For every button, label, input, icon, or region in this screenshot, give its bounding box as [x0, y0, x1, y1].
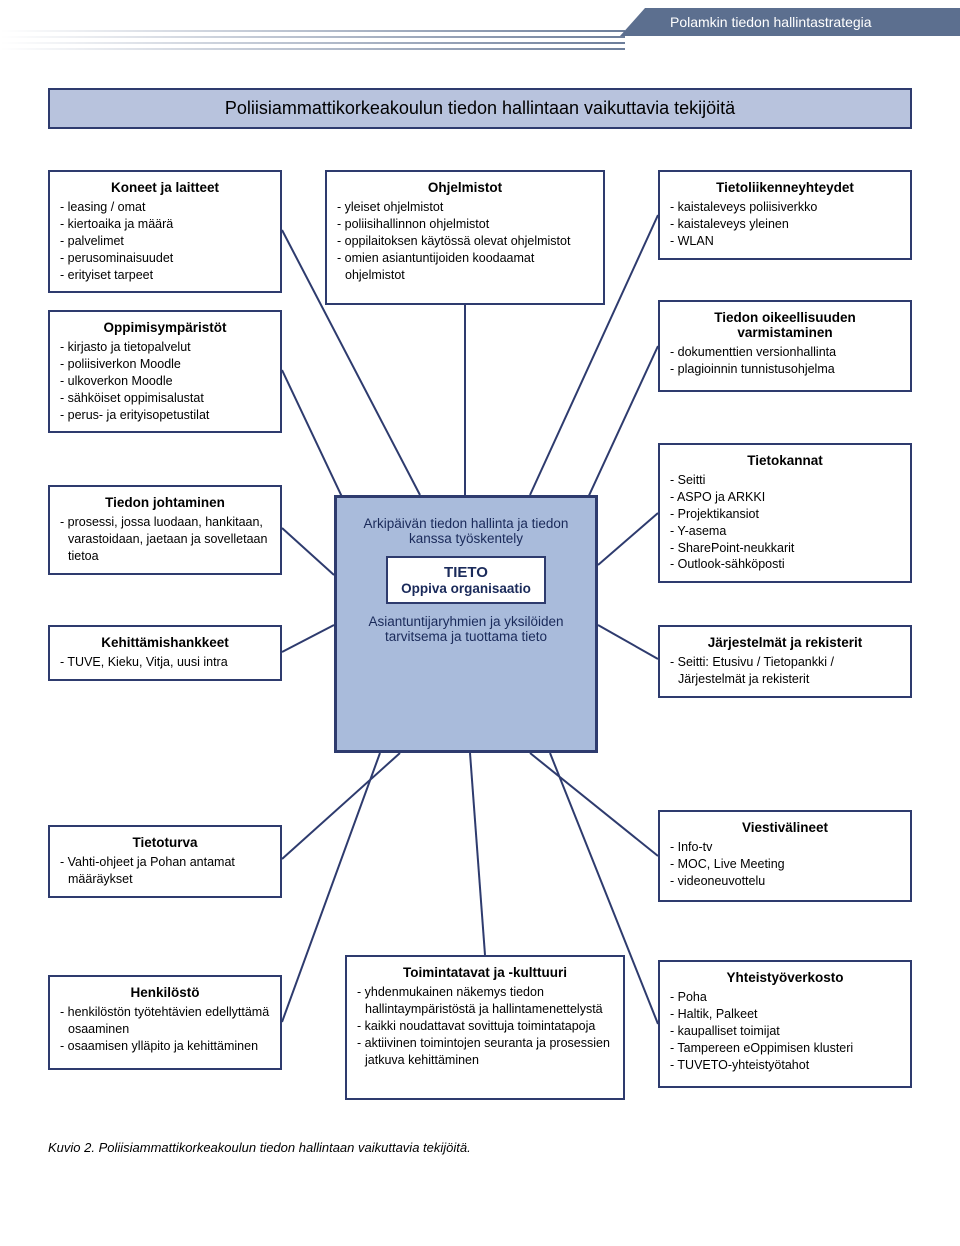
- box-toimintatavat-item-0: - yhdenmukainen näkemys tiedon hallintay…: [357, 984, 613, 1018]
- box-ohjelmistot: Ohjelmistot - yleiset ohjelmistot- poliis…: [325, 170, 605, 305]
- box-henkilosto: Henkilöstö - henkilöstön työtehtävien ede…: [48, 975, 282, 1070]
- page-header: Polamkin tiedon hallintastrategia: [620, 8, 960, 36]
- box-tietokannat-item-0: - Seitti: [670, 472, 900, 489]
- figure-caption: Kuvio 2. Poliisiammattikorkeakoulun tied…: [48, 1140, 471, 1155]
- box-tietokannat-title: Tietokannat: [670, 453, 900, 468]
- box-oppimis-title: Oppimisympäristöt: [60, 320, 270, 335]
- central-bottom-text: Asiantuntijaryhmien ja yksilöiden tarvit…: [351, 614, 581, 644]
- box-koneet-item-0: - leasing / omat: [60, 199, 270, 216]
- box-kehittamis-list: - TUVE, Kieku, Vitja, uusi intra: [60, 654, 270, 671]
- box-viestivalineet-item-2: - videoneuvottelu: [670, 873, 900, 890]
- box-oppimis-item-3: - sähköiset oppimisalustat: [60, 390, 270, 407]
- box-johtaminen-item-0: - prosessi, jossa luodaan, hankitaan, va…: [60, 514, 270, 565]
- box-ohjelmistot-item-2: - oppilaitoksen käytössä olevat ohjelmis…: [337, 233, 593, 250]
- box-viestivalineet-list: - Info-tv- MOC, Live Meeting- videoneuvo…: [670, 839, 900, 890]
- box-oppimis-item-1: - poliisiverkon Moodle: [60, 356, 270, 373]
- central-tieto-box: Arkipäivän tiedon hallinta ja tiedon kan…: [334, 495, 598, 753]
- box-koneet: Koneet ja laitteet - leasing / omat- kier…: [48, 170, 282, 293]
- box-ohjelmistot-item-0: - yleiset ohjelmistot: [337, 199, 593, 216]
- box-tietoliikenne-item-0: - kaistaleveys poliisiverkko: [670, 199, 900, 216]
- box-oikeellisuus-list: - dokumenttien versionhallinta- plagioin…: [670, 344, 900, 378]
- box-tietoturva-list: - Vahti-ohjeet ja Pohan antamat määräyks…: [60, 854, 270, 888]
- box-toimintatavat-item-2: - aktiivinen toimintojen seuranta ja pro…: [357, 1035, 613, 1069]
- box-yhteistyo-item-1: - Haltik, Palkeet: [670, 1006, 900, 1023]
- box-tietokannat-item-3: - Y-asema: [670, 523, 900, 540]
- box-oppimis-item-0: - kirjasto ja tietopalvelut: [60, 339, 270, 356]
- box-henkilosto-item-0: - henkilöstön työtehtävien edellyttämä o…: [60, 1004, 270, 1038]
- box-viestivalineet-item-0: - Info-tv: [670, 839, 900, 856]
- box-yhteistyo: Yhteistyöverkosto - Poha- Haltik, Palkeet…: [658, 960, 912, 1088]
- box-yhteistyo-item-3: - Tampereen eOppimisen klusteri: [670, 1040, 900, 1057]
- box-oikeellisuus-item-0: - dokumenttien versionhallinta: [670, 344, 900, 361]
- box-koneet-item-2: - palvelimet: [60, 233, 270, 250]
- box-ohjelmistot-list: - yleiset ohjelmistot- poliisihallinnon …: [337, 199, 593, 283]
- box-viestivalineet: Viestivälineet - Info-tv- MOC, Live Meeti…: [658, 810, 912, 902]
- box-oppimis-item-4: - perus- ja erityisopetustilat: [60, 407, 270, 424]
- box-johtaminen-title: Tiedon johtaminen: [60, 495, 270, 510]
- box-yhteistyo-item-0: - Poha: [670, 989, 900, 1006]
- box-yhteistyo-title: Yhteistyöverkosto: [670, 970, 900, 985]
- box-tietokannat-item-4: - SharePoint-neukkarit: [670, 540, 900, 557]
- box-tietoliikenne-title: Tietoliikenneyhteydet: [670, 180, 900, 195]
- box-toimintatavat-item-1: - kaikki noudattavat sovittuja toimintat…: [357, 1018, 613, 1035]
- header-stripes: [0, 30, 625, 54]
- box-henkilosto-item-1: - osaamisen ylläpito ja kehittäminen: [60, 1038, 270, 1055]
- box-jarjestelmat-item-0: - Seitti: Etusivu / Tietopankki / Järjes…: [670, 654, 900, 688]
- box-ohjelmistot-item-3: - omien asiantuntijoiden koodaamat ohjel…: [337, 250, 593, 284]
- central-inner-box: TIETOOppiva organisaatio: [386, 556, 546, 604]
- box-tietoliikenne-list: - kaistaleveys poliisiverkko- kaistaleve…: [670, 199, 900, 250]
- box-tietokannat-item-5: - Outlook-sähköposti: [670, 556, 900, 573]
- box-ohjelmistot-item-1: - poliisihallinnon ohjelmistot: [337, 216, 593, 233]
- box-oppimis-list: - kirjasto ja tietopalvelut- poliisiverk…: [60, 339, 270, 423]
- box-koneet-item-3: - perusominaisuudet: [60, 250, 270, 267]
- central-top-text: Arkipäivän tiedon hallinta ja tiedon kan…: [351, 516, 581, 546]
- box-viestivalineet-title: Viestivälineet: [670, 820, 900, 835]
- box-tietoliikenne-item-1: - kaistaleveys yleinen: [670, 216, 900, 233]
- box-koneet-item-1: - kiertoaika ja määrä: [60, 216, 270, 233]
- box-tietokannat-item-1: - ASPO ja ARKKI: [670, 489, 900, 506]
- central-inner-title: TIETO: [444, 564, 488, 581]
- box-henkilosto-list: - henkilöstön työtehtävien edellyttämä o…: [60, 1004, 270, 1055]
- box-koneet-item-4: - erityiset tarpeet: [60, 267, 270, 284]
- box-koneet-list: - leasing / omat- kiertoaika ja määrä- p…: [60, 199, 270, 283]
- central-inner-sub: Oppiva organisaatio: [401, 581, 531, 596]
- box-toimintatavat: Toimintatavat ja -kulttuuri - yhdenmukain…: [345, 955, 625, 1100]
- box-koneet-title: Koneet ja laitteet: [60, 180, 270, 195]
- box-kehittamis-title: Kehittämishankkeet: [60, 635, 270, 650]
- box-tietoturva: Tietoturva - Vahti-ohjeet ja Pohan antama…: [48, 825, 282, 898]
- section-title-container: Poliisiammattikorkeakoulun tiedon hallin…: [48, 88, 912, 129]
- box-ohjelmistot-title: Ohjelmistot: [337, 180, 593, 195]
- box-jarjestelmat: Järjestelmät ja rekisterit - Seitti: Etus…: [658, 625, 912, 698]
- box-jarjestelmat-list: - Seitti: Etusivu / Tietopankki / Järjes…: [670, 654, 900, 688]
- box-tietoturva-item-0: - Vahti-ohjeet ja Pohan antamat määräyks…: [60, 854, 270, 888]
- box-henkilosto-title: Henkilöstö: [60, 985, 270, 1000]
- box-jarjestelmat-title: Järjestelmät ja rekisterit: [670, 635, 900, 650]
- box-oikeellisuus-title: Tiedon oikeellisuuden varmistaminen: [670, 310, 900, 340]
- box-tietokannat-list: - Seitti- ASPO ja ARKKI- Projektikansiot…: [670, 472, 900, 573]
- box-tietoliikenne: Tietoliikenneyhteydet - kaistaleveys poli…: [658, 170, 912, 260]
- box-toimintatavat-list: - yhdenmukainen näkemys tiedon hallintay…: [357, 984, 613, 1068]
- box-kehittamis-item-0: - TUVE, Kieku, Vitja, uusi intra: [60, 654, 270, 671]
- box-oikeellisuus: Tiedon oikeellisuuden varmistaminen - dok…: [658, 300, 912, 392]
- box-yhteistyo-list: - Poha- Haltik, Palkeet- kaupalliset toi…: [670, 989, 900, 1073]
- box-tietokannat: Tietokannat - Seitti- ASPO ja ARKKI- Proj…: [658, 443, 912, 583]
- box-johtaminen-list: - prosessi, jossa luodaan, hankitaan, va…: [60, 514, 270, 565]
- box-oikeellisuus-item-1: - plagioinnin tunnistusohjelma: [670, 361, 900, 378]
- box-tietoturva-title: Tietoturva: [60, 835, 270, 850]
- box-yhteistyo-item-2: - kaupalliset toimijat: [670, 1023, 900, 1040]
- section-title: Poliisiammattikorkeakoulun tiedon hallin…: [50, 90, 910, 127]
- box-kehittamis: Kehittämishankkeet - TUVE, Kieku, Vitja, …: [48, 625, 282, 681]
- box-tietoliikenne-item-2: - WLAN: [670, 233, 900, 250]
- diagram-canvas: Arkipäivän tiedon hallinta ja tiedon kan…: [30, 145, 930, 1205]
- box-tietokannat-item-2: - Projektikansiot: [670, 506, 900, 523]
- box-toimintatavat-title: Toimintatavat ja -kulttuuri: [357, 965, 613, 980]
- box-oppimis-item-2: - ulkoverkon Moodle: [60, 373, 270, 390]
- box-yhteistyo-item-4: - TUVETO-yhteistyötahot: [670, 1057, 900, 1074]
- box-oppimis: Oppimisympäristöt - kirjasto ja tietopalv…: [48, 310, 282, 433]
- box-johtaminen: Tiedon johtaminen - prosessi, jossa luoda…: [48, 485, 282, 575]
- box-viestivalineet-item-1: - MOC, Live Meeting: [670, 856, 900, 873]
